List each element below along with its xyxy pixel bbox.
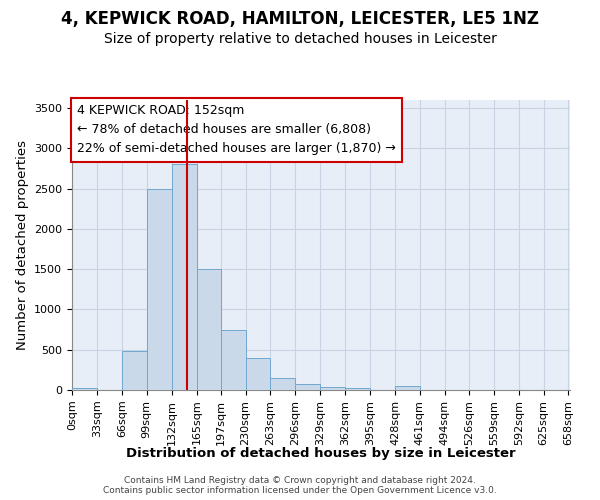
Bar bbox=[271, 378, 295, 390]
Bar bbox=[221, 330, 245, 390]
Bar bbox=[72, 388, 97, 390]
Bar bbox=[197, 269, 221, 390]
Bar bbox=[245, 358, 271, 390]
Bar bbox=[395, 386, 420, 390]
Bar bbox=[295, 384, 320, 390]
Bar bbox=[146, 188, 172, 390]
Bar bbox=[320, 387, 345, 390]
Bar bbox=[345, 388, 370, 390]
Bar bbox=[122, 352, 146, 390]
Text: Distribution of detached houses by size in Leicester: Distribution of detached houses by size … bbox=[126, 448, 516, 460]
Text: Contains HM Land Registry data © Crown copyright and database right 2024.
Contai: Contains HM Land Registry data © Crown c… bbox=[103, 476, 497, 495]
Text: 4, KEPWICK ROAD, HAMILTON, LEICESTER, LE5 1NZ: 4, KEPWICK ROAD, HAMILTON, LEICESTER, LE… bbox=[61, 10, 539, 28]
Text: Size of property relative to detached houses in Leicester: Size of property relative to detached ho… bbox=[104, 32, 496, 46]
Bar bbox=[172, 164, 197, 390]
Y-axis label: Number of detached properties: Number of detached properties bbox=[16, 140, 29, 350]
Text: 4 KEPWICK ROAD: 152sqm
← 78% of detached houses are smaller (6,808)
22% of semi-: 4 KEPWICK ROAD: 152sqm ← 78% of detached… bbox=[77, 104, 396, 156]
